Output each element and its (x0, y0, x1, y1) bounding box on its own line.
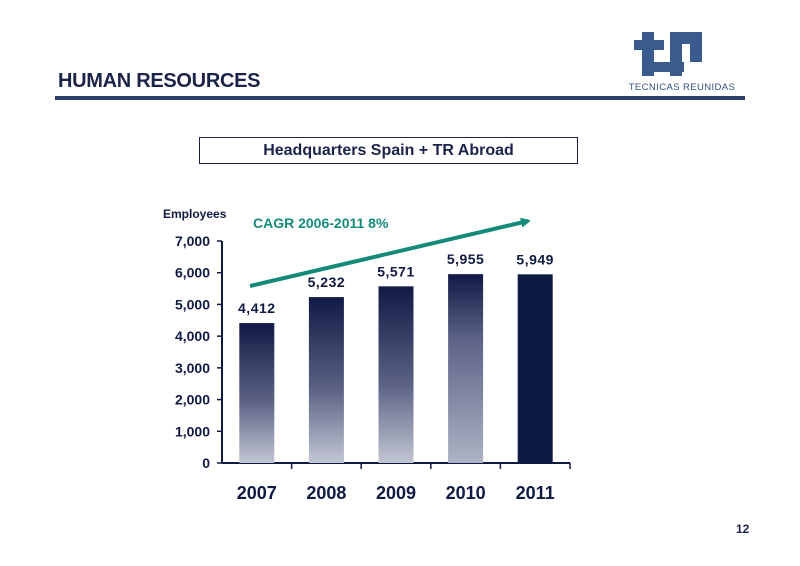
y-tick-label: 2,000 (175, 392, 210, 408)
y-tick-label: 7,000 (175, 233, 210, 249)
y-tick-label: 4,000 (175, 328, 210, 344)
y-tick-label: 3,000 (175, 360, 210, 376)
bar-2010 (448, 274, 484, 463)
x-tick-label-2010: 2010 (446, 483, 486, 503)
y-axis-label: Employees (163, 207, 227, 221)
x-tick-label-2009: 2009 (376, 483, 416, 503)
tecnicas-reunidas-logo (634, 32, 702, 76)
bar-2008 (308, 297, 344, 463)
chart-subtitle: Headquarters Spain + TR Abroad (263, 141, 514, 159)
data-label-2011: 5,949 (516, 251, 554, 267)
logo-text: TECNICAS REUNIDAS (628, 82, 736, 93)
cagr-trend-arrow (249, 217, 531, 288)
page-title: HUMAN RESOURCES (58, 70, 261, 92)
chart-subtitle-box: Headquarters Spain + TR Abroad (199, 137, 578, 164)
y-tick-label: 0 (202, 455, 210, 471)
x-tick-label-2011: 2011 (516, 483, 555, 503)
y-tick-label: 5,000 (175, 296, 210, 312)
x-tick-label-2007: 2007 (237, 483, 277, 503)
data-label-2009: 5,571 (377, 263, 415, 279)
page-number: 12 (736, 522, 750, 536)
cagr-annotation: CAGR 2006-2011 8% (253, 215, 389, 231)
bar-2009 (378, 286, 414, 463)
data-label-2007: 4,412 (238, 300, 276, 316)
bar-2007 (239, 323, 275, 463)
data-label-2008: 5,232 (308, 274, 346, 290)
y-tick-label: 1,000 (175, 423, 210, 439)
x-tick-label-2008: 2008 (306, 483, 346, 503)
title-divider (55, 96, 745, 100)
data-label-2010: 5,955 (447, 251, 485, 267)
y-tick-label: 6,000 (175, 265, 210, 281)
bar-2011 (517, 274, 553, 463)
